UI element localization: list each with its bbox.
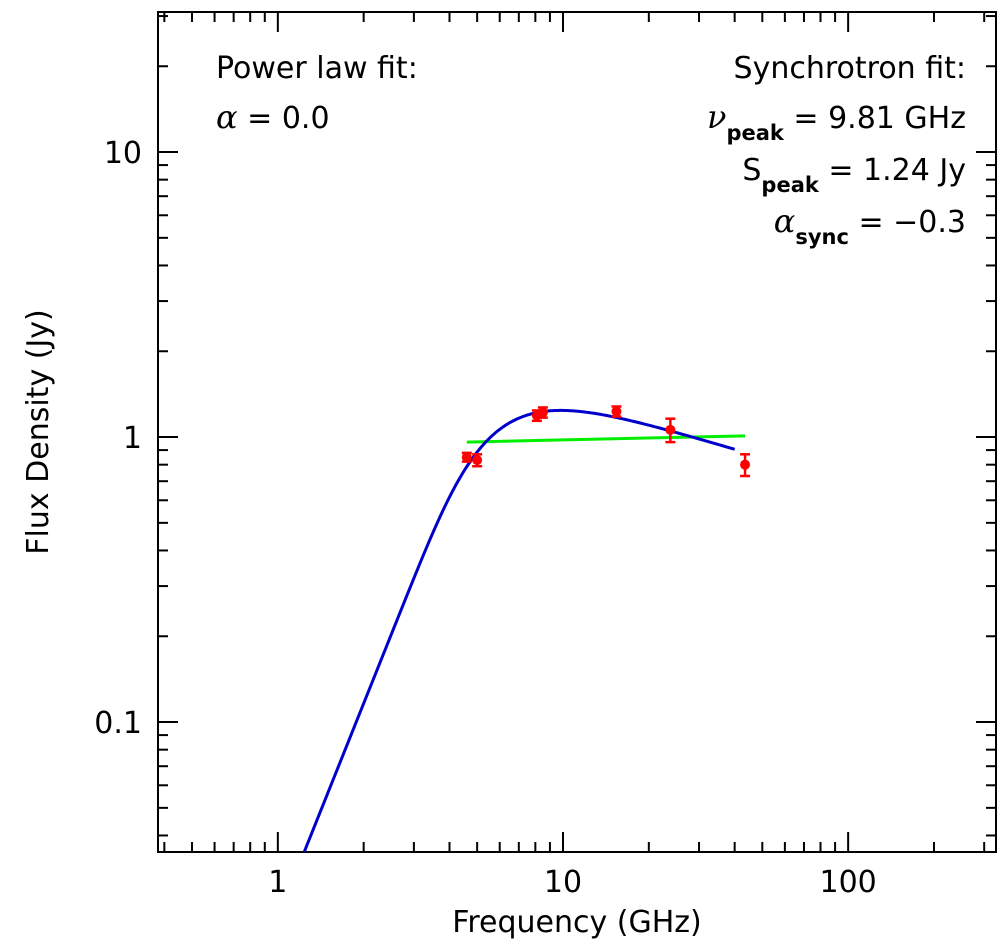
data-point [740,459,751,470]
alpha-value: = 0.0 [238,101,330,136]
x-tick-label: 100 [820,865,877,900]
series-layer [302,405,751,852]
data-point-group [611,405,622,418]
data-point-group [665,417,676,444]
y-tick-label: 10 [104,136,142,171]
s-peak-line: Speak = 1.24 Jy [742,153,966,197]
data-point [665,424,676,435]
data-point [537,407,548,418]
s-value: = 1.24 Jy [819,153,966,188]
alpha-symbol: α [216,98,238,136]
data-point-group [461,451,472,463]
data-point-group [472,453,483,468]
x-axis-title: Frequency (GHz) [452,905,701,940]
nu-sub: peak [726,121,784,145]
plot-frame [157,11,997,853]
data-point [461,452,472,463]
s-symbol: S [742,153,761,188]
power-law-alpha: α = 0.0 [216,98,330,136]
x-tick-label: 10 [544,865,582,900]
synchrotron-fit-curve [302,408,736,852]
synchrotron-fit-title: Synchrotron fit: [734,51,966,86]
y-tick-label: 0.1 [94,706,142,741]
alpha-sync-value: = −0.3 [849,205,966,240]
data-point [611,406,622,417]
y-axis-title: Flux Density (Jy) [21,309,56,555]
nu-value: = 9.81 GHz [784,101,966,136]
nu-peak-line: νpeak = 9.81 GHz [707,98,966,145]
alpha-sync-line: αsync = −0.3 [774,202,966,249]
x-tick-label: 1 [268,865,287,900]
power-law-fit-line [466,434,746,444]
data-point [472,455,483,466]
nu-symbol: ν [707,98,726,136]
data-point-group [537,406,548,419]
y-tick-label: 1 [123,421,142,456]
power-law-fit-title: Power law fit: [216,51,418,86]
data-point-group [740,453,751,478]
s-sub: peak [761,173,819,197]
alpha-sync-symbol: α [774,202,796,240]
tick-labels: 1 10 100 0.1 1 10 [94,136,876,900]
axis-ticks [158,12,996,852]
alpha-sync-sub: sync [795,225,849,249]
